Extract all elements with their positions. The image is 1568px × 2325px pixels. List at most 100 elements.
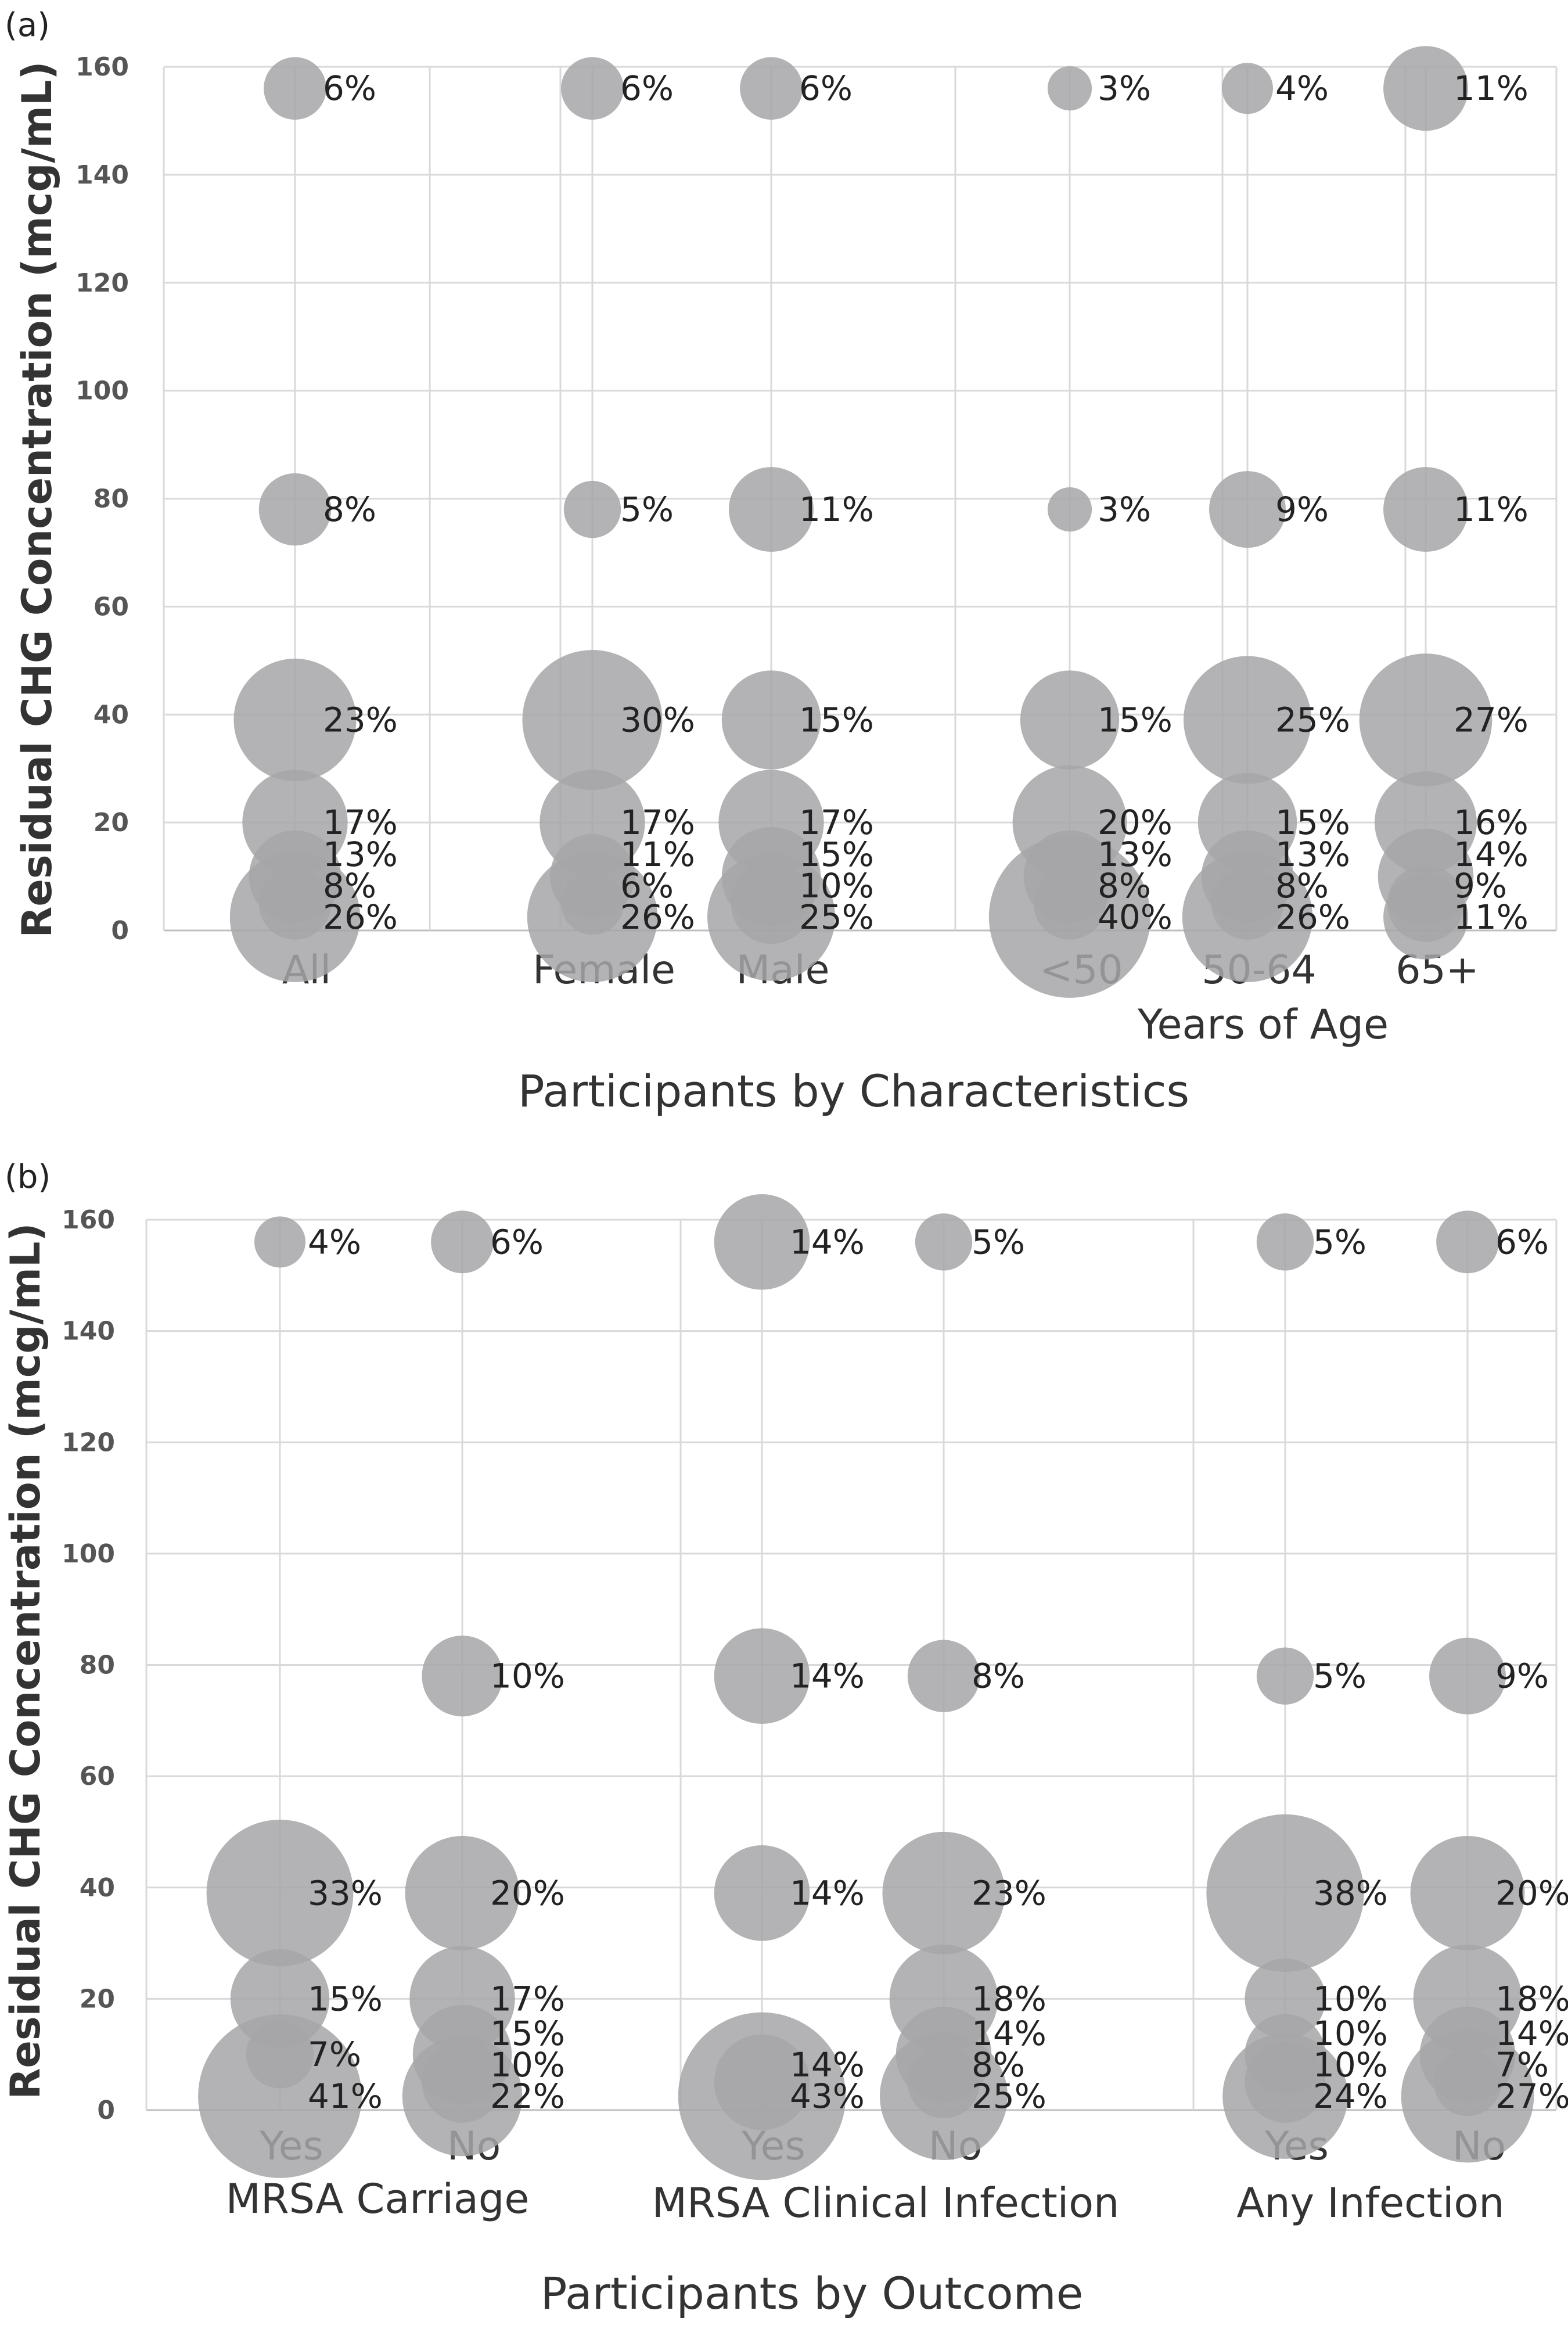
panel-a-percent-label: 11% — [1454, 897, 1529, 937]
panel-b-percent-label: 22% — [490, 2076, 565, 2116]
panel-b-bubble — [714, 1845, 810, 1941]
panel-b-percent-label: 14% — [790, 1873, 865, 1913]
panel-b-percent-label: 7% — [1495, 2045, 1549, 2085]
panel-a-percent-label: 15% — [1098, 700, 1173, 740]
panel-a-percent-label: 26% — [1275, 897, 1350, 937]
panel-a-y-tick-label: 20 — [93, 808, 129, 838]
panel-a-percent-label: 30% — [620, 700, 695, 740]
panel-a-percent-label: 26% — [323, 897, 398, 937]
panel-b-bubble — [714, 1194, 810, 1290]
panel-a-percent-label: 23% — [323, 700, 398, 740]
panel-b-bubble — [254, 1216, 305, 1268]
panel-a-percent-label: 11% — [1454, 490, 1529, 529]
panel-b-bubble — [1245, 2014, 1326, 2095]
panel-b-y-tick-label: 60 — [80, 1762, 115, 1791]
panel-b-percent-label: 14% — [1495, 2014, 1568, 2053]
panel-a-y-tick-label: 80 — [93, 484, 129, 514]
panel-a-bubble — [1383, 467, 1468, 552]
panel-a-percent-label: 27% — [1454, 700, 1529, 740]
panel-b-percent-label: 10% — [490, 2045, 565, 2085]
panel-a-bubble — [1383, 46, 1468, 131]
panel-b-x-axis-title: Participants by Outcome — [541, 2267, 1084, 2319]
panel-a-bubble — [264, 57, 326, 120]
panel-a-percent-label: 3% — [1098, 490, 1151, 529]
panel-a-bubble — [731, 863, 812, 944]
panel-b-percent-label: 5% — [972, 1222, 1025, 1262]
panel-a-percent-label: 10% — [799, 866, 874, 905]
panel-b-bubble — [422, 1636, 503, 1717]
panel-a-bubble — [1033, 867, 1106, 940]
panel-a-percent-label: 25% — [1275, 700, 1350, 740]
panel-a-bubble — [563, 480, 621, 538]
panel-a-percent-label: 5% — [620, 490, 674, 529]
panel-b-percent-label: 6% — [1495, 1222, 1549, 1262]
panel-a-plot: 020406080100120140160All26%8%13%17%23%8%… — [75, 46, 1558, 998]
panel-a-group-label-age: Years of Age — [1137, 1001, 1389, 1048]
panel-a-percent-label: 9% — [1454, 866, 1507, 905]
panel-b-y-tick-label: 160 — [62, 1205, 115, 1235]
panel-b-percent-label: 6% — [490, 1222, 544, 1262]
panel-a-bubble — [721, 670, 821, 770]
panel-b-y-axis-title: Residual CHG Concentration (mcg/mL) — [2, 1223, 49, 2099]
panel-b-bubble — [907, 1640, 980, 1712]
panel-b-y-tick-label: 40 — [80, 1873, 115, 1903]
panel-b-bubble — [431, 1210, 494, 1274]
panel-a-percent-label: 8% — [323, 490, 376, 529]
panel-a-y-tick-label: 40 — [93, 700, 129, 730]
panel-a-percent-label: 40% — [1098, 897, 1173, 937]
panel-a-percent-label: 6% — [620, 69, 674, 108]
panel-b-bubble — [1436, 1210, 1499, 1274]
panel-b-percent-label: 38% — [1313, 1873, 1388, 1913]
panel-a-bubble — [561, 872, 624, 935]
panel-b-percent-label: 41% — [308, 2076, 383, 2116]
panel-a-percent-label: 25% — [799, 897, 874, 937]
panel-b-percent-label: 24% — [1313, 2076, 1388, 2116]
panel-b-percent-label: 14% — [790, 1222, 865, 1262]
panel-b-bubble — [422, 2042, 503, 2123]
panel-a-percent-label: 15% — [1275, 803, 1350, 842]
panel-a-y-tick-label: 60 — [93, 592, 129, 621]
panel-a-y-tick-label: 0 — [111, 916, 129, 946]
panel-a-bubble — [1047, 66, 1092, 111]
panel-a-bubble — [1184, 656, 1311, 784]
panel-b-percent-label: 20% — [1495, 1873, 1568, 1913]
panel-b-bubble — [1429, 1637, 1506, 1715]
panel-b-percent-label: 9% — [1495, 1656, 1549, 1696]
panel-a-bubble — [1020, 670, 1120, 770]
panel-b-group-label-mrsa-carriage: MRSA Carriage — [226, 2175, 530, 2223]
panel-b-y-tick-label: 100 — [62, 1539, 115, 1569]
panel-a-bubble — [1047, 487, 1092, 532]
panel-a-percent-label: 15% — [799, 835, 874, 874]
panel-b-bubble — [714, 1628, 810, 1724]
panel-a-percent-label: 17% — [799, 803, 874, 842]
panel-b-percent-label: 23% — [972, 1873, 1046, 1913]
panel-b-percent-label: 27% — [1495, 2076, 1568, 2116]
panel-b-percent-label: 15% — [490, 2014, 565, 2053]
panel-a-percent-label: 17% — [620, 803, 695, 842]
panel-b-y-tick-label: 120 — [62, 1428, 115, 1457]
panel-a-percent-label: 13% — [1098, 835, 1173, 874]
panel-b-percent-label: 25% — [972, 2076, 1046, 2116]
panel-b-group-label-any-infection: Any Infection — [1236, 2179, 1504, 2227]
panel-b-bubble — [714, 2034, 810, 2130]
panel-b-percent-label: 8% — [972, 2045, 1025, 2085]
panel-b-percent-label: 20% — [490, 1873, 565, 1913]
panel-a-percent-label: 13% — [323, 835, 398, 874]
panel-a-bubble — [740, 57, 803, 120]
panel-b-percent-label: 15% — [308, 1979, 383, 2018]
panel-a-bubble — [258, 473, 332, 546]
panel-a-bubble — [1211, 867, 1284, 940]
panel-b-bubble — [1256, 1647, 1314, 1705]
panel-b-bubble — [198, 2014, 362, 2178]
panel-b-bubble — [915, 1213, 973, 1271]
panel-a-percent-label: 13% — [1275, 835, 1350, 874]
panel-b-percent-label: 14% — [790, 2045, 865, 2085]
panel-b-percent-label: 14% — [790, 1656, 865, 1696]
panel-b-percent-label: 18% — [972, 1979, 1046, 2018]
panel-a-percent-label: 3% — [1098, 69, 1151, 108]
panel-a-bubble — [258, 867, 332, 940]
panel-a-percent-label: 15% — [799, 700, 874, 740]
panel-b-percent-label: 5% — [1313, 1656, 1366, 1696]
panel-a-y-axis-title: Residual CHG Concentration (mcg/mL) — [13, 61, 61, 937]
